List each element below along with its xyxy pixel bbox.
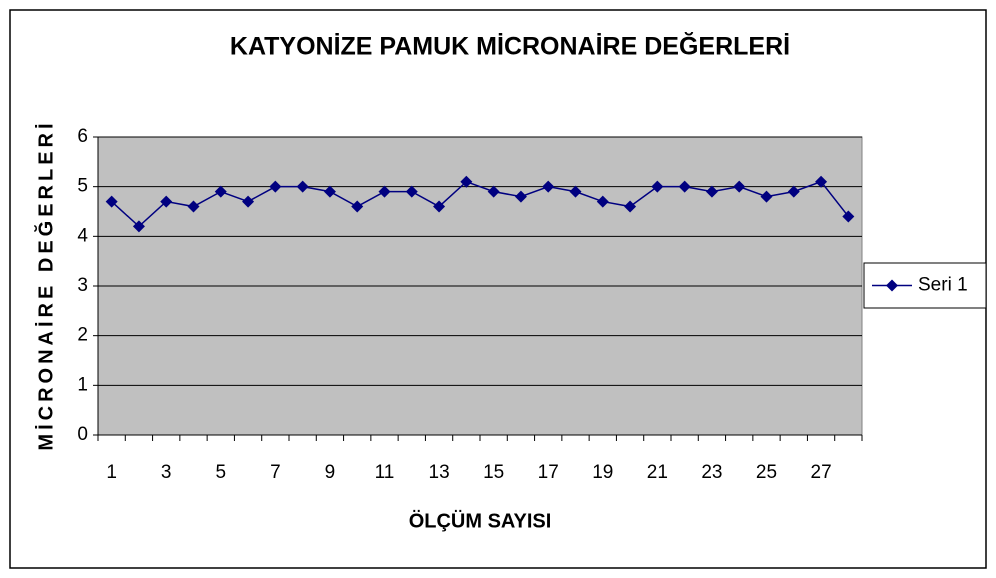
x-tick-label: 19 <box>592 462 613 483</box>
x-tick-label: 23 <box>701 462 722 483</box>
chart-title: KATYONİZE PAMUK MİCRONAİRE DEĞERLERİ <box>230 32 790 61</box>
data-point <box>269 180 282 193</box>
data-point <box>405 185 418 198</box>
x-tick-label: 17 <box>538 462 559 483</box>
data-point <box>787 185 800 198</box>
data-point <box>132 220 145 233</box>
y-tick-label: 6 <box>77 126 88 147</box>
x-tick-label: 27 <box>811 462 832 483</box>
x-tick-label: 5 <box>215 462 226 483</box>
data-point <box>378 185 391 198</box>
x-tick-label: 11 <box>375 462 395 483</box>
data-point <box>815 175 828 188</box>
data-line <box>111 180 849 228</box>
x-tick-label: 1 <box>106 462 117 483</box>
data-point <box>460 175 473 188</box>
data-point <box>569 185 582 198</box>
legend-box <box>863 262 987 309</box>
x-axis-title: ÖLÇÜM SAYISI <box>409 509 552 532</box>
x-tick-label: 7 <box>270 462 281 483</box>
x-tick-label: 13 <box>429 462 450 483</box>
data-point <box>624 200 637 213</box>
y-tick-label: 1 <box>77 374 88 395</box>
data-point <box>678 180 691 193</box>
data-point <box>105 195 118 208</box>
y-tick-label: 0 <box>77 424 88 445</box>
data-point <box>187 200 200 213</box>
data-point <box>760 190 773 203</box>
data-point <box>705 185 718 198</box>
x-tick-label: 25 <box>756 462 777 483</box>
data-point <box>842 210 855 223</box>
data-point <box>323 185 336 198</box>
x-tick-label: 9 <box>325 462 336 483</box>
y-tick-label: 5 <box>77 176 88 197</box>
data-point <box>296 180 309 193</box>
data-point <box>651 180 664 193</box>
data-point <box>351 200 364 213</box>
data-point <box>733 180 746 193</box>
x-tick-label: 3 <box>161 462 172 483</box>
x-tick-label: 21 <box>647 462 668 483</box>
data-point <box>596 195 609 208</box>
data-point <box>487 185 500 198</box>
data-point <box>242 195 255 208</box>
data-point <box>160 195 173 208</box>
x-tick-label: 15 <box>483 462 504 483</box>
legend-label: Seri 1 <box>918 275 968 296</box>
y-tick-label: 3 <box>77 275 88 296</box>
data-point <box>214 185 227 198</box>
y-tick-label: 2 <box>77 325 88 346</box>
data-point <box>433 200 446 213</box>
data-point <box>542 180 555 193</box>
data-point <box>514 190 527 203</box>
legend-marker <box>886 279 898 292</box>
y-axis-title: MİCRONAİRE DEĞERLERİ <box>33 119 57 450</box>
y-tick-label: 4 <box>77 225 88 246</box>
